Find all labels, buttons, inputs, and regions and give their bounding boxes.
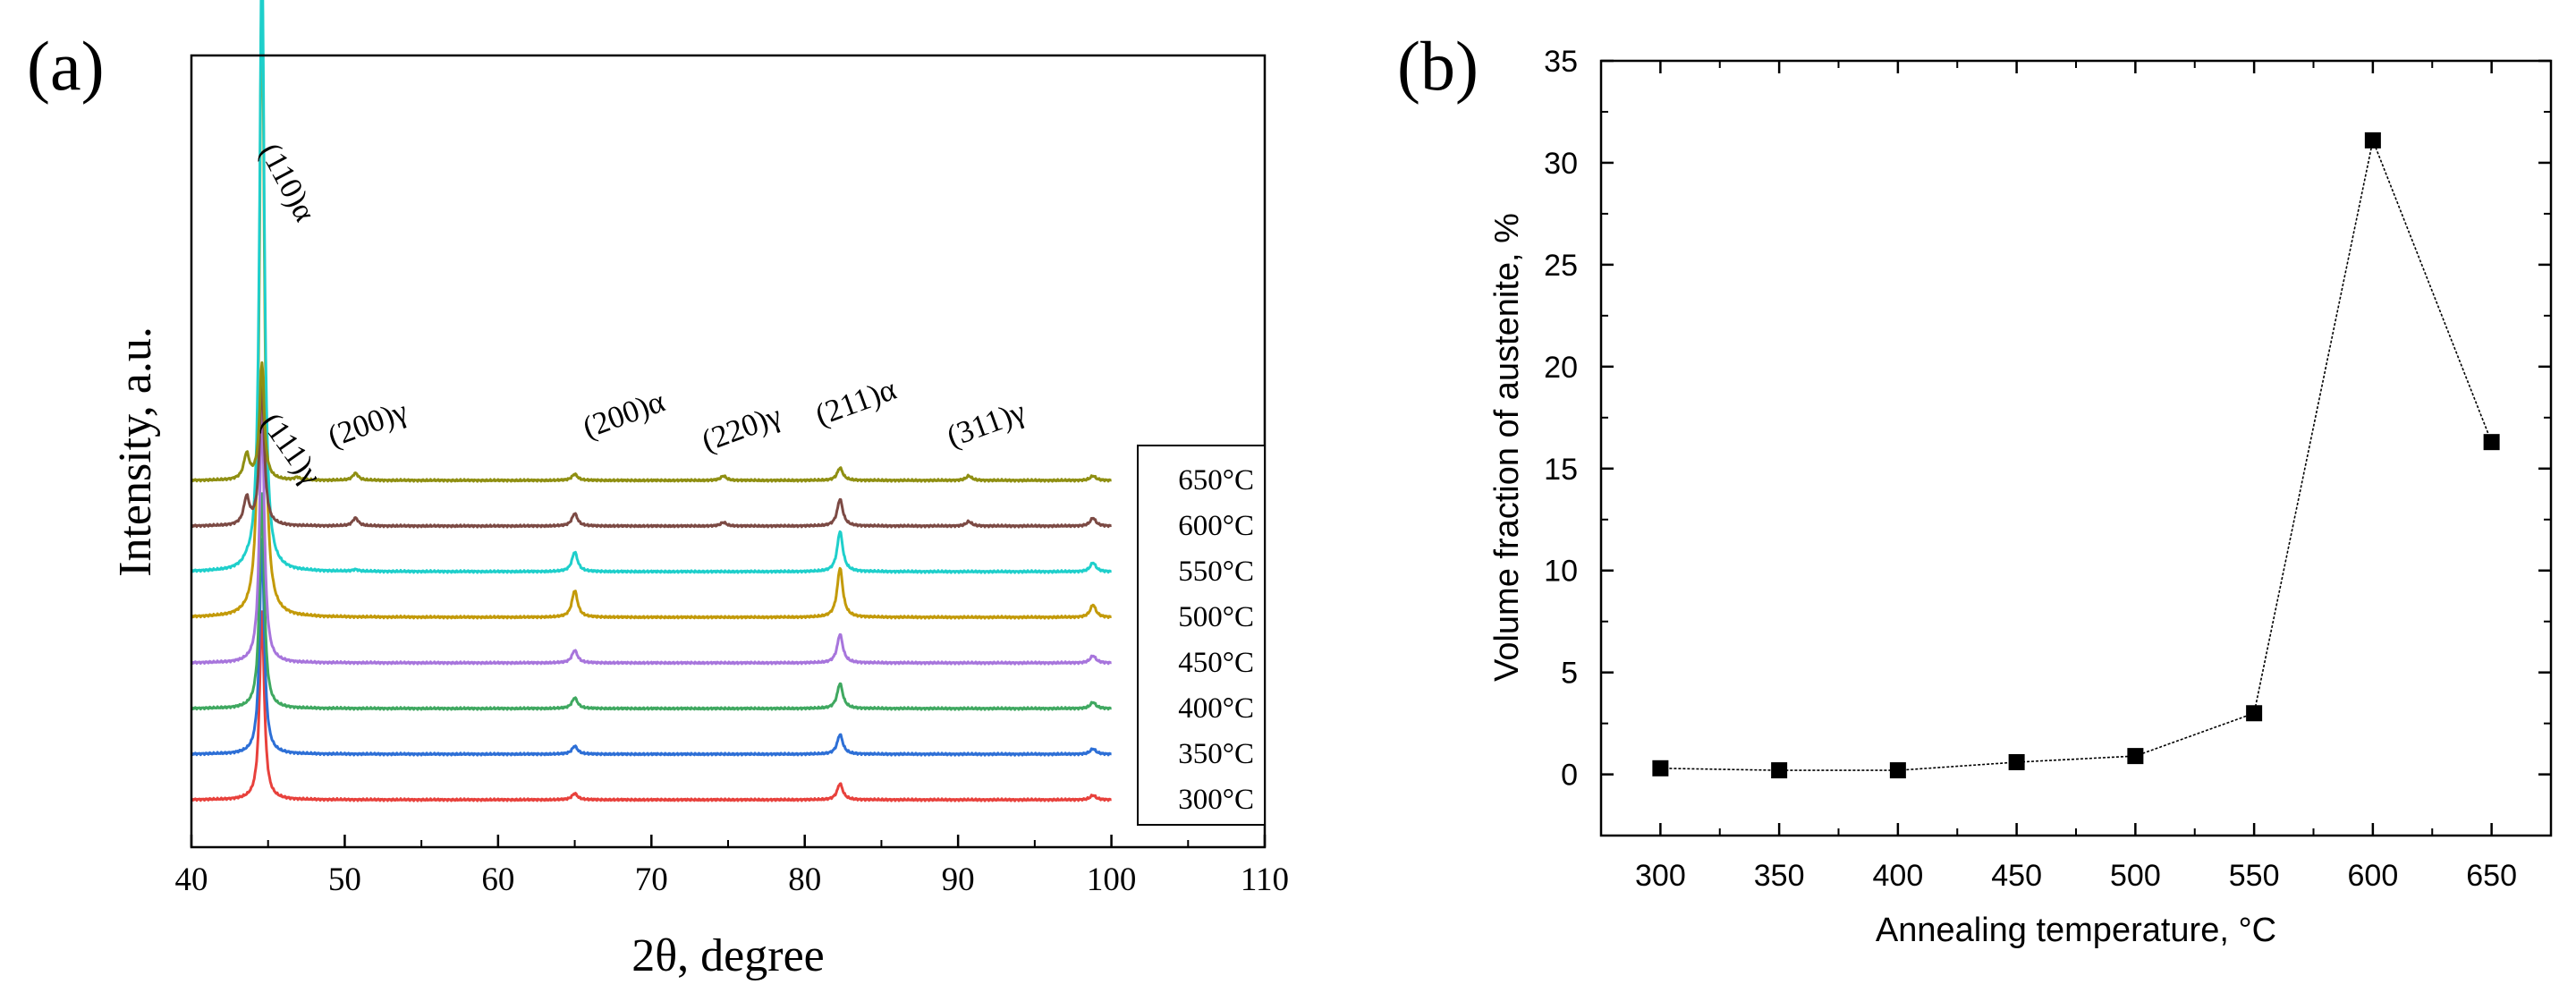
legend-entry: 350°C xyxy=(1178,738,1254,770)
xrd-series-450c xyxy=(190,402,1113,666)
austenite-point xyxy=(2364,132,2381,149)
xrd-series-650c xyxy=(191,361,1113,483)
austenite-y-tick-label: 35 xyxy=(1544,45,1578,79)
austenite-y-tick-label: 30 xyxy=(1544,147,1578,181)
austenite-point xyxy=(2008,753,2025,770)
austenite-x-tick-label: 350 xyxy=(1754,859,1805,893)
legend-entry: 450°C xyxy=(1178,647,1254,679)
legend-box xyxy=(1137,445,1266,826)
austenite-point xyxy=(2246,705,2263,722)
xrd-series-400c xyxy=(190,492,1113,711)
austenite-panel: (b) 0 5 10 15 20 25 30 35 300 350 400 450 500 550 600… xyxy=(1397,27,2553,949)
legend-entry: 650°C xyxy=(1178,464,1254,496)
austenite-y-axis: 0 5 10 15 20 25 30 35 xyxy=(1544,45,2551,793)
xrd-x-tick-label: 110 xyxy=(1241,861,1289,898)
austenite-line xyxy=(1660,138,2493,771)
austenite-point xyxy=(2483,434,2500,451)
peak-label: (200)γ xyxy=(323,394,411,454)
austenite-x-tick-label: 500 xyxy=(2110,859,2161,893)
peak-label-group: (110)α(111)γ(200)γ (200)α (220)γ (211)α (311… xyxy=(253,137,1030,491)
austenite-x-tick-label: 400 xyxy=(1873,859,1924,893)
legend-entry: 300°C xyxy=(1178,784,1254,816)
austenite-series xyxy=(1652,132,2500,779)
xrd-x-tick-label: 60 xyxy=(481,861,514,898)
austenite-x-axis: 300 350 400 450 500 550 600 650 xyxy=(1635,61,2517,893)
xrd-series-500c xyxy=(191,0,1113,620)
xrd-y-axis-title: Intensity, a.u. xyxy=(110,327,161,577)
xrd-legend: 650°C 600°C 550°C 500°C 450°C 400°C 350°C 300°C xyxy=(1137,445,1266,826)
austenite-x-tick-label: 650 xyxy=(2466,859,2517,893)
panel-label-b: (b) xyxy=(1397,27,1479,105)
xrd-x-tick-label: 80 xyxy=(788,861,821,898)
xrd-x-tick-label: 100 xyxy=(1087,861,1137,898)
austenite-y-tick-label: 5 xyxy=(1561,657,1578,691)
austenite-point xyxy=(2127,748,2144,765)
xrd-series-350c xyxy=(190,538,1113,757)
austenite-point xyxy=(1889,762,1906,779)
xrd-panel: (a) (110)α(111)γ(200)γ (200)α (220)γ (211)α… xyxy=(27,0,1289,981)
austenite-x-axis-title: Annealing temperature, °C xyxy=(1876,912,2276,949)
xrd-series-300c xyxy=(191,610,1113,802)
xrd-series-600c xyxy=(190,379,1113,529)
austenite-y-tick-label: 0 xyxy=(1561,759,1578,793)
austenite-point xyxy=(1771,762,1788,779)
legend-entry: 500°C xyxy=(1178,601,1254,633)
xrd-x-tick-label: 70 xyxy=(635,861,668,898)
peak-label: (311)γ xyxy=(942,394,1030,454)
legend-entry: 550°C xyxy=(1178,556,1254,588)
austenite-x-tick-label: 550 xyxy=(2229,859,2280,893)
legend-entry: 400°C xyxy=(1178,692,1254,725)
austenite-y-tick-label: 15 xyxy=(1544,453,1578,487)
peak-label: (200)α xyxy=(578,384,669,446)
austenite-x-tick-label: 450 xyxy=(1991,859,2042,893)
austenite-x-tick-label: 600 xyxy=(2348,859,2399,893)
xrd-series-group xyxy=(190,0,1113,802)
xrd-series-550c xyxy=(190,0,1113,574)
xrd-x-axis-title: 2θ, degree xyxy=(631,930,824,981)
xrd-x-axis: 40 50 60 70 80 90 100 110 xyxy=(175,835,1289,898)
panel-label-a: (a) xyxy=(27,27,105,105)
austenite-y-tick-label: 20 xyxy=(1544,351,1578,385)
austenite-y-tick-label: 25 xyxy=(1544,249,1578,283)
legend-entry: 600°C xyxy=(1178,510,1254,542)
xrd-x-tick-label: 90 xyxy=(942,861,975,898)
austenite-plot-frame xyxy=(1599,59,2553,837)
austenite-point xyxy=(1652,760,1669,777)
peak-label: (211)α xyxy=(810,371,901,432)
peak-label: (220)γ xyxy=(697,398,785,459)
austenite-x-tick-label: 300 xyxy=(1635,859,1686,893)
austenite-y-tick-label: 10 xyxy=(1544,555,1578,589)
xrd-x-tick-label: 40 xyxy=(175,861,208,898)
xrd-x-tick-label: 50 xyxy=(328,861,361,898)
austenite-y-axis-title: Volume fraction of austenite, % xyxy=(1488,213,1526,682)
